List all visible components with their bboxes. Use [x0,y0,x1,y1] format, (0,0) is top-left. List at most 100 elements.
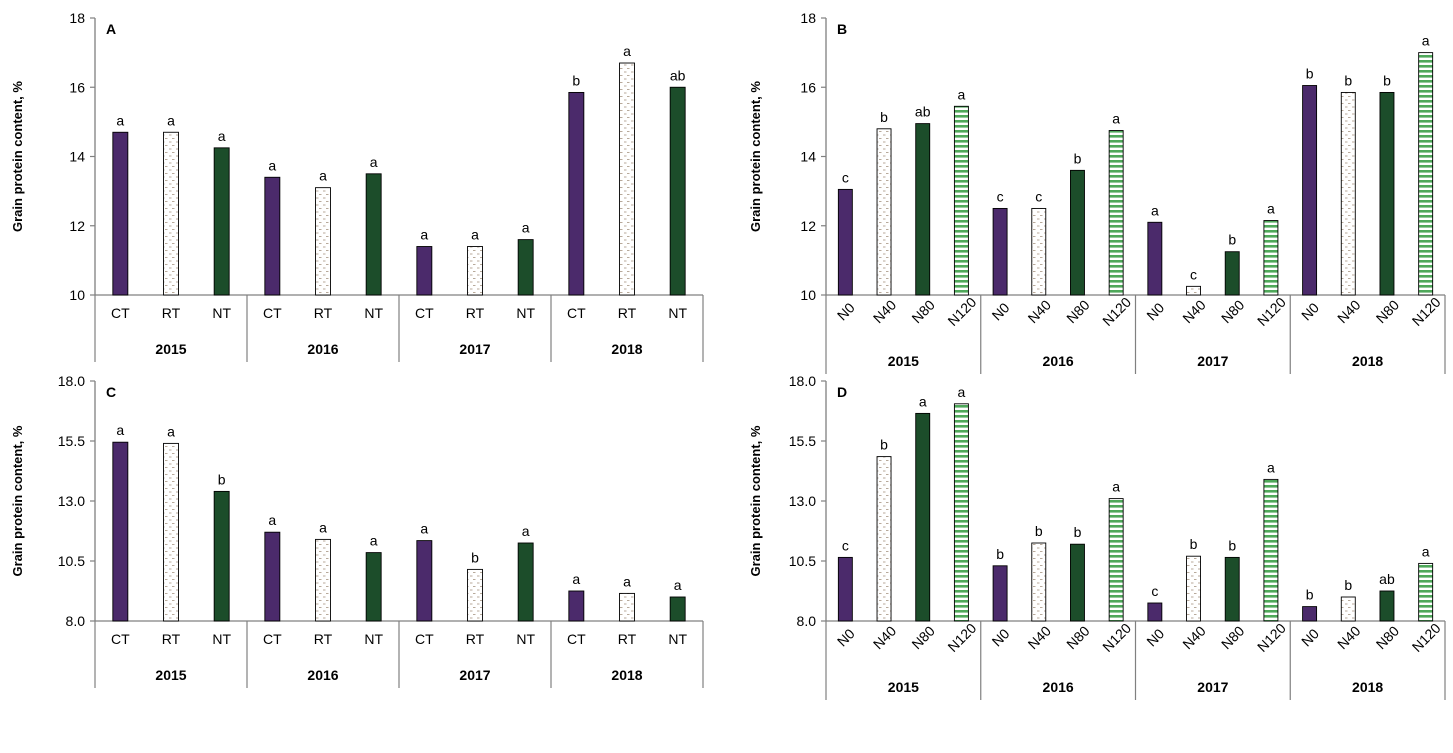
x-tick-label: NT [212,631,231,647]
y-tick-label: 15.5 [58,433,85,449]
significance-letter: a [1267,459,1275,475]
significance-letter: a [623,43,631,59]
x-tick-label: NT [364,305,383,321]
significance-letter: c [1151,583,1158,599]
x-tick-label: N0 [1143,625,1167,649]
group-label-2018: 2018 [611,667,642,683]
bar-2015-n120 [953,105,969,296]
significance-letter: a [919,393,927,409]
x-tick-label: RT [314,305,333,321]
y-tick-label: 16 [800,79,816,95]
bar-2015-n80 [915,412,931,622]
group-label-2016: 2016 [307,341,338,357]
bar-2016-n120 [1108,130,1124,296]
x-tick-label: CT [263,631,282,647]
bar-2015-rt [163,442,179,622]
bar-2015-n40 [876,128,892,296]
significance-letter: a [1422,543,1430,559]
bar-2018-n80 [1379,590,1395,622]
bar-2018-n0 [1302,85,1318,296]
bar-2017-ct [416,540,433,622]
bar-2016-nt [365,552,382,622]
bar-2016-nt [365,173,382,296]
x-tick-label: CT [415,631,434,647]
x-tick-label: N80 [1373,623,1403,653]
x-tick-label: N80 [1063,297,1093,327]
x-tick-label: N0 [1298,299,1322,323]
bar-2018-ct [568,590,585,622]
significance-letter: b [1074,150,1082,166]
bar-2017-n80 [1224,556,1240,622]
significance-letter: b [1344,577,1352,593]
significance-letter: a [522,523,530,539]
significance-letter: a [1267,201,1275,217]
bar-2018-nt [669,86,686,296]
bar-2018-n0 [1302,606,1318,622]
y-tick-label: 8.0 [797,613,817,629]
group-label-2015: 2015 [155,341,186,357]
significance-letter: ab [670,67,686,83]
x-tick-label: N40 [1025,297,1055,327]
y-tick-label: 8.0 [66,613,86,629]
x-tick-label: N40 [870,297,900,327]
x-tick-label: N80 [1218,623,1248,653]
group-label-2017: 2017 [1197,353,1228,369]
bar-2015-nt [213,147,230,296]
significance-letter: b [572,72,580,88]
y-tick-label: 18 [800,10,816,26]
significance-letter: a [370,154,378,170]
x-tick-label: N0 [1143,299,1167,323]
significance-letter: a [116,422,124,438]
bar-2015-n40 [876,456,892,622]
bar-2018-rt [619,62,635,296]
bar-2018-ct [568,91,585,296]
significance-letter: a [623,573,631,589]
significance-letter: c [842,169,849,185]
y-tick-label: 13.0 [789,493,816,509]
x-tick-label: N0 [989,625,1013,649]
x-tick-label: RT [466,305,485,321]
x-tick-label: N120 [1254,620,1289,655]
significance-letter: a [1112,479,1120,495]
y-tick-label: 13.0 [58,493,85,509]
panel-a: A 10 12 14 16 18 Grain protein content, % a CT a R… [10,10,704,362]
bar-2015-nt [213,490,230,622]
x-tick-label: N80 [1218,297,1248,327]
bar-2018-n40 [1340,596,1356,622]
y-axis-title: Grain protein content, % [10,81,25,232]
bar-2017-rt [467,568,483,622]
x-tick-label: NT [668,631,687,647]
y-tick-label: 16 [69,79,85,95]
panel-c: C 8.0 10.5 13.0 15.5 18.0 Grain protein conten… [10,373,704,688]
bar-2017-n40 [1186,555,1201,622]
group-label-2016: 2016 [1043,353,1074,369]
group-label-2017: 2017 [459,667,490,683]
bar-2015-n0 [837,556,853,622]
x-tick-label: N40 [1179,297,1209,327]
significance-letter: a [958,384,966,400]
x-tick-label: NT [668,305,687,321]
group-label-2015: 2015 [888,679,919,695]
y-axis-title: Grain protein content, % [748,425,763,576]
bar-2017-n0 [1147,602,1163,622]
significance-letter: b [996,546,1004,562]
bar-2017-nt [517,239,534,296]
group-label-2016: 2016 [307,667,338,683]
significance-letter: b [1190,536,1198,552]
panel-label: C [106,384,116,400]
x-tick-label: N40 [1025,623,1055,653]
significance-letter: b [1228,232,1236,248]
y-tick-label: 10 [69,287,85,303]
significance-letter: a [471,227,479,243]
panel-d: D 8.0 10.5 13.0 15.5 18.0 Grain protein conten… [748,373,1446,700]
panel-label: D [837,384,847,400]
bar-2016-n40 [1031,542,1047,622]
x-tick-label: CT [263,305,282,321]
y-tick-label: 12 [800,218,816,234]
x-tick-label: N0 [1298,625,1322,649]
y-tick-label: 10.5 [58,553,85,569]
x-tick-label: NT [364,631,383,647]
significance-letter: a [958,86,966,102]
significance-letter: a [572,571,580,587]
bar-2017-rt [467,246,483,296]
